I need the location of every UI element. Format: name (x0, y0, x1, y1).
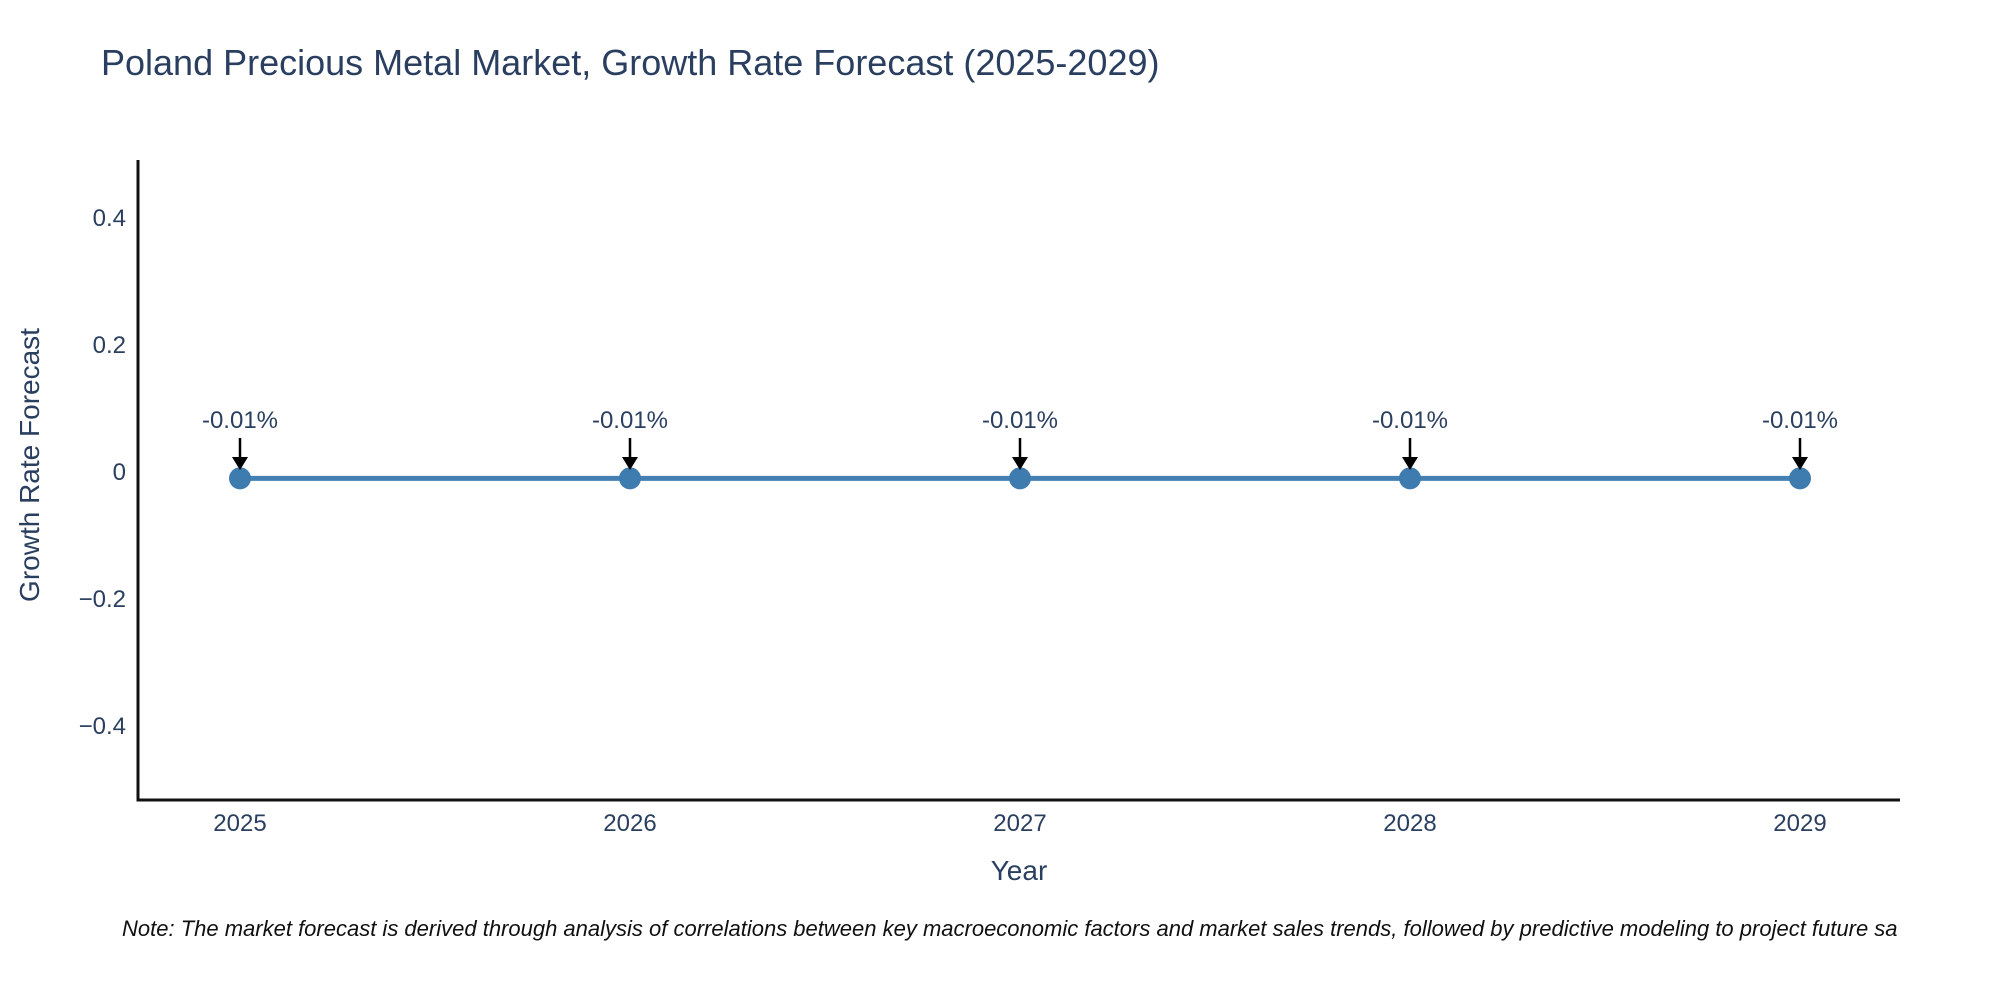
point-value-label: -0.01% (1372, 407, 1448, 434)
point-value-label: -0.01% (1762, 407, 1838, 434)
footnote: Note: The market forecast is derived thr… (122, 916, 1898, 941)
point-value-label: -0.01% (592, 407, 668, 434)
y-tick-label: 0.4 (93, 205, 126, 232)
y-axis-title: Growth Rate Forecast (14, 328, 45, 602)
y-tick-label: −0.2 (79, 586, 126, 613)
annotation-arrowhead-icon (1792, 457, 1808, 470)
point-value-label: -0.01% (982, 407, 1058, 434)
x-tick-label: 2028 (1383, 810, 1436, 837)
point-value-label: -0.01% (202, 407, 278, 434)
annotation-arrowhead-icon (622, 457, 638, 470)
data-point-marker-2027[interactable] (1009, 467, 1031, 490)
annotation-arrowhead-icon (1402, 457, 1418, 470)
x-axis-title: Year (990, 855, 1048, 886)
y-tick-label: 0 (113, 459, 126, 486)
data-point-marker-2028[interactable] (1399, 467, 1421, 490)
x-tick-label: 2027 (993, 810, 1046, 837)
x-tick-label: 2026 (603, 810, 656, 837)
chart-title: Poland Precious Metal Market, Growth Rat… (101, 42, 1160, 83)
data-point-marker-2025[interactable] (229, 467, 251, 490)
annotation-arrowhead-icon (1012, 457, 1028, 470)
x-tick-label: 2029 (1773, 810, 1826, 837)
x-tick-label: 2025 (213, 810, 266, 837)
data-point-marker-2029[interactable] (1789, 467, 1811, 490)
y-tick-label: 0.2 (93, 332, 126, 359)
annotation-arrowhead-icon (232, 457, 248, 470)
y-tick-label: −0.4 (79, 713, 126, 740)
data-point-marker-2026[interactable] (619, 467, 641, 490)
